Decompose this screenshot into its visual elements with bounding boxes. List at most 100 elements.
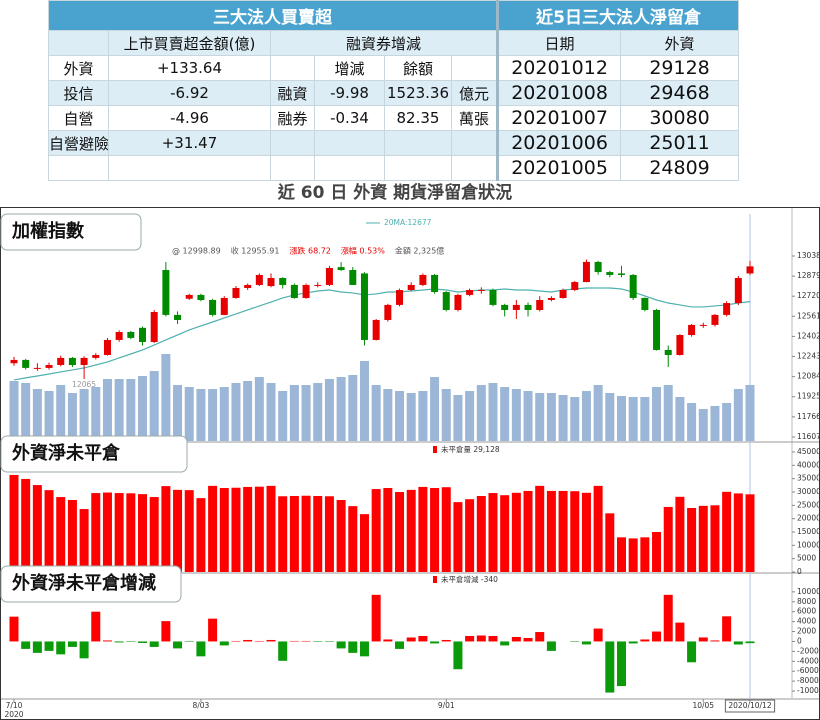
bar: [687, 508, 697, 572]
volume-bar: [359, 361, 369, 441]
bar: [371, 594, 381, 642]
candle-body: [466, 290, 474, 295]
panel-title-box: [0, 435, 188, 473]
bar: [441, 487, 451, 572]
y-tick-label: 20000: [797, 514, 820, 523]
volume-bar: [266, 383, 276, 441]
cell: 20201007: [496, 105, 622, 131]
volume-bar: [663, 385, 673, 441]
summary-table: 三大法人買賣超 近5日三大法人淨留倉 上市買賣超金額(億) 融資券增減 日期 外…: [47, 0, 740, 181]
bar: [266, 639, 276, 642]
cell: 1523.36: [384, 80, 452, 106]
volume-bar: [371, 385, 381, 441]
bar: [161, 621, 171, 642]
bar: [500, 641, 510, 646]
y-tick-label: 0: [797, 636, 802, 645]
candle-body: [267, 277, 275, 287]
legend-label: 未平倉量 29,128: [441, 444, 500, 454]
bar: [488, 493, 498, 572]
candle-body: [80, 357, 88, 365]
bar: [628, 538, 638, 572]
volume-bar: [406, 393, 416, 441]
cell: 82.35: [384, 105, 452, 131]
legend-swatch: [433, 446, 437, 453]
column-header: 日期: [496, 30, 622, 56]
candle-body: [337, 267, 345, 271]
volume-bar: [476, 385, 486, 441]
bar: [278, 641, 288, 661]
candle-body: [524, 304, 532, 310]
bar: [511, 492, 521, 572]
bar: [138, 641, 148, 643]
candle-body: [384, 304, 392, 320]
cell: 29468: [620, 80, 740, 106]
y-tick-label: 6000: [797, 607, 816, 616]
candle-body: [127, 331, 135, 338]
bar: [243, 639, 253, 642]
volume-bar: [149, 371, 159, 441]
volume-bar: [395, 391, 405, 441]
candle-body: [501, 304, 509, 310]
volume-bar: [558, 395, 568, 441]
candle-body: [232, 287, 240, 298]
volume-bar: [102, 379, 112, 441]
bar: [21, 478, 31, 572]
volume-bar: [91, 387, 101, 441]
legend-label: 未平倉增減 -340: [441, 574, 498, 584]
candle-body: [255, 274, 263, 285]
candle-body: [279, 277, 287, 285]
volume-bar: [593, 385, 603, 441]
x-label-box: [724, 699, 776, 713]
y-tick-label: 13038: [797, 251, 820, 260]
volume-bar: [687, 403, 697, 441]
bar: [266, 485, 276, 572]
volume-bar: [570, 397, 580, 441]
bar: [395, 641, 405, 649]
volume-bar: [581, 391, 591, 441]
candle-body: [582, 261, 590, 283]
candle-body: [734, 277, 742, 304]
bar: [546, 641, 556, 651]
legend-label: 20MA:12677: [384, 218, 432, 227]
row-label: 外資: [48, 55, 109, 81]
cell: 24809: [620, 155, 740, 181]
row-label: 自營: [48, 105, 109, 131]
bar: [488, 636, 498, 642]
panel-title-box: [0, 213, 142, 251]
candle-body: [10, 359, 18, 364]
volume-bar: [278, 391, 288, 441]
candle-body: [559, 290, 567, 298]
candle-body: [314, 284, 322, 286]
candle-body: [68, 357, 76, 365]
candle-body: [92, 355, 100, 358]
volume-bar: [710, 405, 720, 441]
bar: [733, 493, 743, 572]
candle-body: [174, 314, 182, 320]
column-header: 上市買賣超金額(億): [108, 30, 271, 56]
column-header: 增減: [314, 55, 385, 81]
candle-body: [629, 274, 637, 298]
bar: [441, 639, 451, 642]
candle-body: [360, 273, 368, 340]
bar: [465, 499, 475, 572]
y-tick-label: -6000: [797, 666, 819, 675]
cell: -4.96: [108, 105, 271, 131]
y-tick-label: 12720: [797, 291, 820, 300]
bar: [523, 490, 533, 572]
bar: [698, 637, 708, 642]
subtitle: 近 60 日 外資 期貨淨留倉狀況: [277, 183, 513, 203]
info-label: 金額 2,325億: [395, 246, 444, 256]
y-tick-label: 0: [797, 567, 802, 576]
bar: [418, 486, 428, 572]
bar: [710, 505, 720, 572]
candle-body: [209, 299, 217, 315]
bar: [278, 496, 288, 572]
bar: [652, 532, 662, 572]
candle-body: [594, 261, 602, 273]
cell: 萬張: [450, 105, 499, 131]
bar: [336, 641, 346, 649]
info-label: @ 12998.89: [172, 247, 221, 256]
candle-body: [57, 357, 65, 365]
bar: [687, 641, 697, 663]
candle-body: [711, 314, 719, 325]
